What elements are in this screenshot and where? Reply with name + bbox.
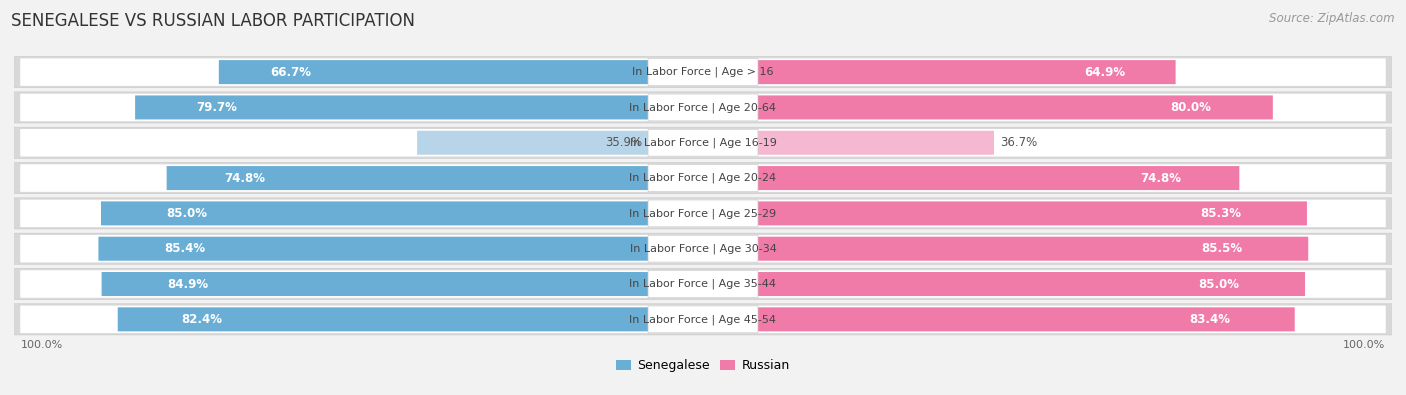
FancyBboxPatch shape xyxy=(648,94,758,121)
Text: 85.5%: 85.5% xyxy=(1201,242,1241,255)
Text: In Labor Force | Age 35-44: In Labor Force | Age 35-44 xyxy=(630,279,776,289)
Text: In Labor Force | Age 30-34: In Labor Force | Age 30-34 xyxy=(630,243,776,254)
FancyBboxPatch shape xyxy=(14,56,1392,88)
FancyBboxPatch shape xyxy=(101,201,648,226)
Legend: Senegalese, Russian: Senegalese, Russian xyxy=(612,354,794,377)
Text: In Labor Force | Age 25-29: In Labor Force | Age 25-29 xyxy=(630,208,776,219)
FancyBboxPatch shape xyxy=(418,131,648,155)
FancyBboxPatch shape xyxy=(14,92,1392,123)
FancyBboxPatch shape xyxy=(648,306,758,333)
FancyBboxPatch shape xyxy=(20,129,1386,156)
FancyBboxPatch shape xyxy=(14,269,1392,299)
Text: 85.0%: 85.0% xyxy=(1198,278,1239,291)
FancyBboxPatch shape xyxy=(20,94,1386,121)
FancyBboxPatch shape xyxy=(219,60,648,84)
FancyBboxPatch shape xyxy=(14,233,1392,264)
FancyBboxPatch shape xyxy=(758,307,1295,331)
FancyBboxPatch shape xyxy=(648,235,758,262)
FancyBboxPatch shape xyxy=(20,235,1386,263)
FancyBboxPatch shape xyxy=(648,59,758,86)
FancyBboxPatch shape xyxy=(167,166,648,190)
Text: 66.7%: 66.7% xyxy=(270,66,311,79)
FancyBboxPatch shape xyxy=(14,162,1392,194)
Text: Source: ZipAtlas.com: Source: ZipAtlas.com xyxy=(1270,12,1395,25)
FancyBboxPatch shape xyxy=(135,96,648,119)
FancyBboxPatch shape xyxy=(20,199,1386,227)
Text: 35.9%: 35.9% xyxy=(605,136,641,149)
FancyBboxPatch shape xyxy=(648,200,758,227)
Text: 85.4%: 85.4% xyxy=(165,242,205,255)
Text: 83.4%: 83.4% xyxy=(1189,313,1230,326)
FancyBboxPatch shape xyxy=(648,165,758,192)
Text: In Labor Force | Age 20-24: In Labor Force | Age 20-24 xyxy=(630,173,776,183)
Text: In Labor Force | Age 45-54: In Labor Force | Age 45-54 xyxy=(630,314,776,325)
FancyBboxPatch shape xyxy=(758,237,1308,261)
Text: 85.0%: 85.0% xyxy=(167,207,208,220)
FancyBboxPatch shape xyxy=(758,201,1308,226)
Text: 80.0%: 80.0% xyxy=(1170,101,1211,114)
FancyBboxPatch shape xyxy=(101,272,648,296)
FancyBboxPatch shape xyxy=(14,304,1392,335)
FancyBboxPatch shape xyxy=(758,60,1175,84)
Text: In Labor Force | Age 20-64: In Labor Force | Age 20-64 xyxy=(630,102,776,113)
Text: 100.0%: 100.0% xyxy=(1343,340,1385,350)
Text: 100.0%: 100.0% xyxy=(21,340,63,350)
FancyBboxPatch shape xyxy=(758,166,1239,190)
Text: 64.9%: 64.9% xyxy=(1084,66,1125,79)
Text: In Labor Force | Age 16-19: In Labor Force | Age 16-19 xyxy=(630,137,776,148)
FancyBboxPatch shape xyxy=(20,306,1386,333)
FancyBboxPatch shape xyxy=(20,270,1386,298)
Text: 82.4%: 82.4% xyxy=(181,313,222,326)
Text: 79.7%: 79.7% xyxy=(197,101,238,114)
Text: SENEGALESE VS RUSSIAN LABOR PARTICIPATION: SENEGALESE VS RUSSIAN LABOR PARTICIPATIO… xyxy=(11,12,415,30)
Text: 85.3%: 85.3% xyxy=(1201,207,1241,220)
Text: 84.9%: 84.9% xyxy=(167,278,208,291)
Text: 74.8%: 74.8% xyxy=(1140,171,1181,184)
FancyBboxPatch shape xyxy=(98,237,648,261)
FancyBboxPatch shape xyxy=(758,131,994,155)
FancyBboxPatch shape xyxy=(758,272,1305,296)
FancyBboxPatch shape xyxy=(14,198,1392,229)
Text: In Labor Force | Age > 16: In Labor Force | Age > 16 xyxy=(633,67,773,77)
FancyBboxPatch shape xyxy=(758,96,1272,119)
FancyBboxPatch shape xyxy=(20,58,1386,86)
FancyBboxPatch shape xyxy=(648,271,758,297)
Text: 36.7%: 36.7% xyxy=(1001,136,1038,149)
Text: 74.8%: 74.8% xyxy=(225,171,266,184)
FancyBboxPatch shape xyxy=(14,127,1392,158)
FancyBboxPatch shape xyxy=(20,164,1386,192)
FancyBboxPatch shape xyxy=(648,129,758,156)
FancyBboxPatch shape xyxy=(118,307,648,331)
